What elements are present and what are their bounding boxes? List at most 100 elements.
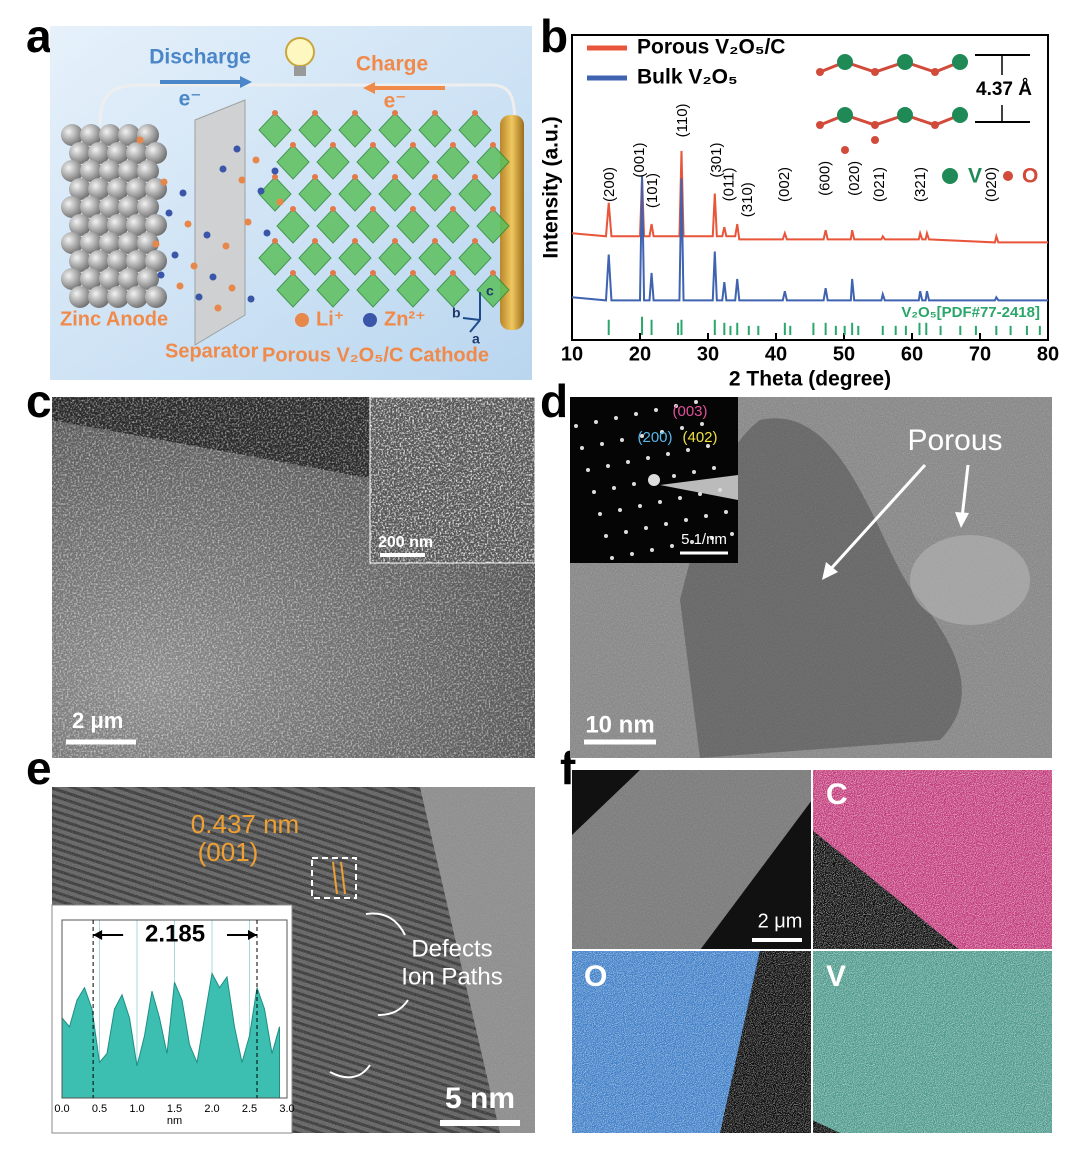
saed-spot	[574, 424, 578, 428]
o-atom	[352, 110, 358, 116]
vo-polyhedron	[418, 112, 452, 148]
saed-spot	[680, 426, 684, 430]
panel-label: c	[26, 375, 52, 427]
profile-area	[61, 971, 280, 1099]
o-atom	[490, 142, 496, 148]
v-atom	[952, 54, 968, 70]
zinc-sphere	[118, 268, 140, 290]
vo-polyhedron	[476, 208, 510, 244]
vo-polyhedron	[476, 144, 510, 180]
arrow	[329, 1064, 371, 1079]
zinc-sphere	[145, 250, 167, 272]
panel-b: 4.37 Å V O 10 20 30 40 50 60 70 80 2 Theta (degr…	[540, 34, 1059, 391]
scale-label: 2 μm	[758, 910, 803, 932]
o-atom	[450, 270, 456, 276]
spot-label: (402)	[682, 429, 717, 446]
annotation: Porous	[907, 424, 1002, 457]
eds-c-speck	[812, 770, 1052, 950]
o-atom	[871, 136, 879, 144]
o-atom	[312, 110, 318, 116]
zinc-sphere	[137, 232, 159, 254]
peak-label: (200)	[601, 167, 618, 202]
saed-spot	[690, 540, 694, 544]
saed-spot	[666, 452, 670, 456]
vo-polyhedron	[378, 240, 412, 276]
x-tick-label: 10	[561, 343, 583, 365]
ion	[203, 231, 211, 239]
ion	[165, 209, 173, 217]
xrd-line	[571, 150, 1048, 244]
o-atom	[370, 206, 376, 212]
saed-spot	[718, 488, 722, 492]
saed-spot	[598, 512, 602, 516]
zinc-sphere	[80, 232, 102, 254]
saed-spot	[626, 460, 630, 464]
ion	[257, 187, 265, 195]
saed-spot	[646, 456, 650, 460]
plot-frame	[61, 919, 288, 1099]
vo-polyhedron	[316, 208, 350, 244]
panel-label: b	[540, 10, 568, 62]
vo-polyhedron	[418, 176, 452, 212]
vo-polyhedron	[316, 272, 350, 308]
ion	[176, 282, 184, 290]
zinc-sphere	[118, 232, 140, 254]
x-tick-label: 2.0	[204, 1103, 219, 1115]
peak-label: (310)	[739, 182, 756, 217]
bulb-base	[294, 66, 306, 76]
zinc-sphere	[126, 286, 148, 308]
saed-spot	[592, 490, 596, 494]
legend-o	[1003, 171, 1013, 181]
o-atom	[392, 174, 398, 180]
zinc-sphere	[69, 178, 91, 200]
saed-spot	[638, 504, 642, 508]
v-atom	[897, 107, 913, 123]
zinc-sphere	[88, 286, 110, 308]
o-atom	[410, 206, 416, 212]
ion	[171, 251, 179, 259]
zinc-sphere	[126, 178, 148, 200]
zinc-sphere	[99, 232, 121, 254]
zn-icon	[363, 313, 377, 327]
o-atom	[450, 206, 456, 212]
x-tick-label: 2.5	[242, 1103, 257, 1115]
label: a	[472, 331, 480, 347]
saed-spot	[614, 416, 618, 420]
tem-pore	[910, 535, 1030, 625]
o-atom	[490, 270, 496, 276]
plot-frame	[571, 34, 1049, 341]
o-atom	[472, 110, 478, 116]
label: e⁻	[179, 88, 202, 111]
vo-polyhedron	[458, 176, 492, 212]
label: Li⁺	[316, 308, 344, 330]
saed-spot	[678, 496, 682, 500]
x-tick-label: 1.0	[129, 1103, 144, 1115]
vo-polyhedron	[436, 144, 470, 180]
zinc-sphere	[126, 214, 148, 236]
label: Charge	[356, 53, 428, 76]
peak-label: (001)	[631, 143, 648, 178]
o-atom	[432, 238, 438, 244]
zinc-sphere	[107, 286, 129, 308]
vo-polyhedron	[258, 112, 292, 148]
label: e⁻	[384, 90, 407, 113]
x-tick-label: 70	[969, 343, 991, 365]
vo-polyhedron	[418, 240, 452, 276]
o-atom	[410, 142, 416, 148]
o-atom	[352, 174, 358, 180]
vo-polyhedron	[378, 176, 412, 212]
o-atom	[450, 142, 456, 148]
zinc-sphere	[99, 160, 121, 182]
vo-polyhedron	[258, 240, 292, 276]
element-label: O	[584, 960, 607, 993]
arrow-head	[955, 512, 969, 528]
xrd-line	[571, 175, 1048, 302]
zinc-sphere	[80, 196, 102, 218]
saed-spot	[600, 442, 604, 446]
arrow-head	[93, 930, 103, 940]
x-tick-label: 20	[629, 343, 651, 365]
peak-label: (011)	[721, 167, 738, 201]
eds-v-speck	[812, 950, 1052, 1133]
ion	[209, 273, 217, 281]
vo-polyhedron	[338, 112, 372, 148]
